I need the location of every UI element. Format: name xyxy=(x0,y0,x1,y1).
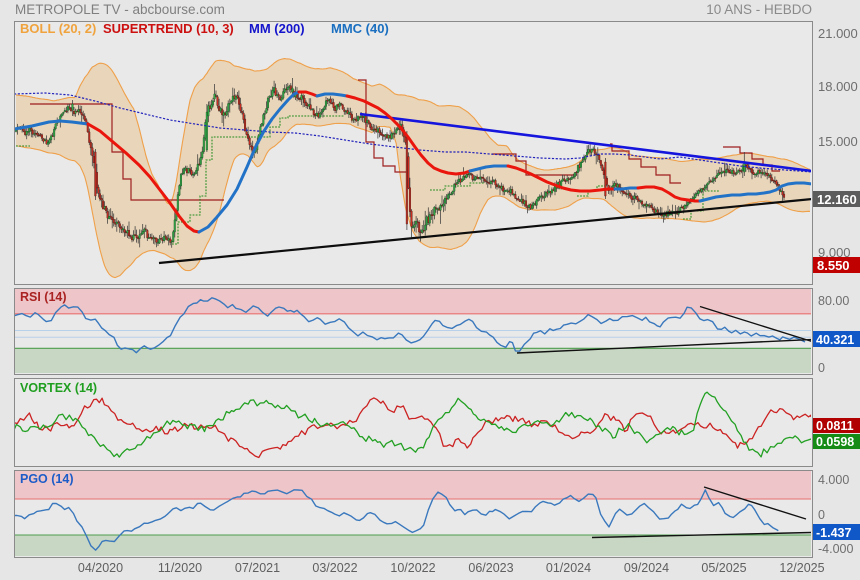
svg-text:4.000: 4.000 xyxy=(818,473,849,487)
svg-text:40.321: 40.321 xyxy=(816,333,854,347)
svg-text:-1.437: -1.437 xyxy=(816,526,851,540)
svg-text:04/2020: 04/2020 xyxy=(78,561,123,575)
svg-text:09/2024: 09/2024 xyxy=(624,561,669,575)
svg-text:0.0811: 0.0811 xyxy=(816,419,854,433)
svg-text:VORTEX (14): VORTEX (14) xyxy=(20,381,97,395)
svg-text:9.000: 9.000 xyxy=(818,245,851,260)
svg-text:-4.000: -4.000 xyxy=(818,542,853,556)
svg-text:0.0598: 0.0598 xyxy=(816,435,854,449)
svg-text:12/2025: 12/2025 xyxy=(779,561,824,575)
svg-text:12.160: 12.160 xyxy=(817,192,857,207)
svg-text:0: 0 xyxy=(818,361,825,375)
svg-text:8.550: 8.550 xyxy=(817,258,850,273)
svg-text:18.000: 18.000 xyxy=(818,79,858,94)
svg-text:06/2023: 06/2023 xyxy=(468,561,513,575)
svg-text:11/2020: 11/2020 xyxy=(158,561,202,575)
svg-text:15.000: 15.000 xyxy=(818,134,858,149)
svg-text:10/2022: 10/2022 xyxy=(390,561,435,575)
svg-text:80.00: 80.00 xyxy=(818,294,849,308)
svg-text:21.000: 21.000 xyxy=(818,26,858,41)
svg-text:BOLL (20, 2): BOLL (20, 2) xyxy=(20,21,96,36)
svg-text:RSI (14): RSI (14) xyxy=(20,290,67,304)
svg-text:MMC (40): MMC (40) xyxy=(331,21,389,36)
svg-text:SUPERTREND (10, 3): SUPERTREND (10, 3) xyxy=(103,21,234,36)
svg-text:0: 0 xyxy=(818,508,825,522)
svg-text:PGO (14): PGO (14) xyxy=(20,472,74,486)
svg-text:MM (200): MM (200) xyxy=(249,21,305,36)
svg-text:07/2021: 07/2021 xyxy=(235,561,280,575)
svg-text:10 ANS - HEBDO: 10 ANS - HEBDO xyxy=(706,2,812,17)
svg-text:05/2025: 05/2025 xyxy=(701,561,746,575)
svg-text:03/2022: 03/2022 xyxy=(312,561,357,575)
svg-text:METROPOLE TV - abcbourse.com: METROPOLE TV - abcbourse.com xyxy=(15,2,225,17)
svg-text:01/2024: 01/2024 xyxy=(546,561,591,575)
